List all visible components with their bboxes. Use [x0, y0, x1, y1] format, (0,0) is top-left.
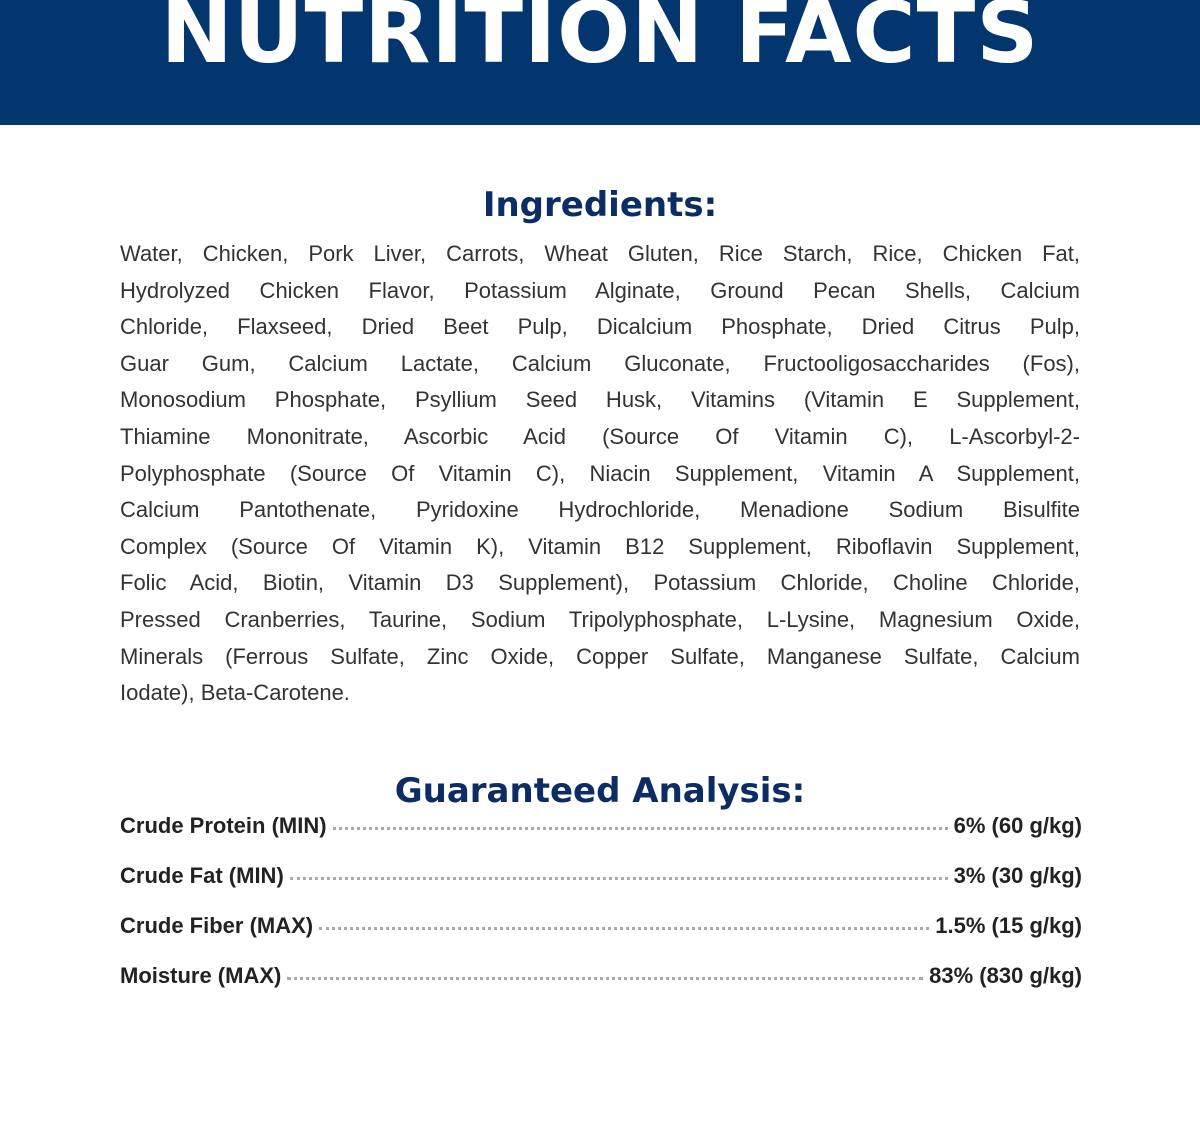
ingredients-line: Guar Gum, Calcium Lactate, Calcium Gluco… — [120, 350, 1080, 376]
analysis-row: Crude Fat (MIN) 3% (30 g/kg) — [120, 863, 1082, 913]
ingredients-line: Folic Acid, Biotin, Vitamin D3 Supplemen… — [120, 570, 1080, 596]
page-title: NUTRITION FACTS — [160, 0, 1040, 83]
ingredients-line: Complex (Source Of Vitamin K), Vitamin B… — [120, 533, 1080, 559]
ingredients-line: Iodate), Beta-Carotene. — [120, 680, 350, 706]
ingredients-line: Minerals (Ferrous Sulfate, Zinc Oxide, C… — [120, 643, 1080, 669]
dot-leader — [332, 827, 948, 830]
analysis-row: Moisture (MAX) 83% (830 g/kg) — [120, 963, 1082, 1013]
ingredients-line: Thiamine Mononitrate, Ascorbic Acid (Sou… — [120, 423, 1080, 449]
analysis-value: 6% (60 g/kg) — [953, 813, 1082, 838]
analysis-label: Crude Fiber (MAX) — [120, 913, 314, 938]
ingredients-line: Pressed Cranberries, Taurine, Sodium Tri… — [120, 606, 1080, 632]
analysis-label: Crude Protein (MIN) — [120, 813, 327, 838]
ingredients-line: Monosodium Phosphate, Psyllium Seed Husk… — [120, 387, 1080, 413]
analysis-row: Crude Fiber (MAX) 1.5% (15 g/kg) — [120, 913, 1082, 963]
analysis-row: Crude Protein (MIN) 6% (60 g/kg) — [120, 813, 1082, 863]
guaranteed-analysis-table: Crude Protein (MIN) 6% (60 g/kg) Crude F… — [120, 813, 1082, 1013]
ingredients-line: Water, Chicken, Pork Liver, Carrots, Whe… — [120, 241, 1080, 266]
ingredients-heading: Ingredients: — [482, 185, 718, 225]
header-banner: NUTRITION FACTS — [0, 0, 1200, 125]
analysis-value: 83% (830 g/kg) — [929, 963, 1082, 988]
ingredients-list: Water, Chicken, Pork Liver, Carrots, Whe… — [120, 236, 1080, 712]
ingredients-line: Chloride, Flaxseed, Dried Beet Pulp, Dic… — [120, 314, 1080, 340]
dot-leader — [289, 877, 948, 880]
analysis-value: 1.5% (15 g/kg) — [935, 913, 1082, 938]
dot-leader — [319, 927, 930, 930]
ingredients-line: Calcium Pantothenate, Pyridoxine Hydroch… — [120, 497, 1080, 523]
analysis-value: 3% (30 g/kg) — [953, 863, 1082, 888]
ingredients-line: Polyphosphate (Source Of Vitamin C), Nia… — [120, 460, 1080, 486]
ingredients-line: Hydrolyzed Chicken Flavor, Potassium Alg… — [120, 277, 1080, 303]
analysis-heading: Guaranteed Analysis: — [394, 771, 806, 811]
analysis-label: Crude Fat (MIN) — [120, 863, 284, 888]
analysis-label: Moisture (MAX) — [120, 963, 282, 988]
dot-leader — [287, 977, 924, 980]
